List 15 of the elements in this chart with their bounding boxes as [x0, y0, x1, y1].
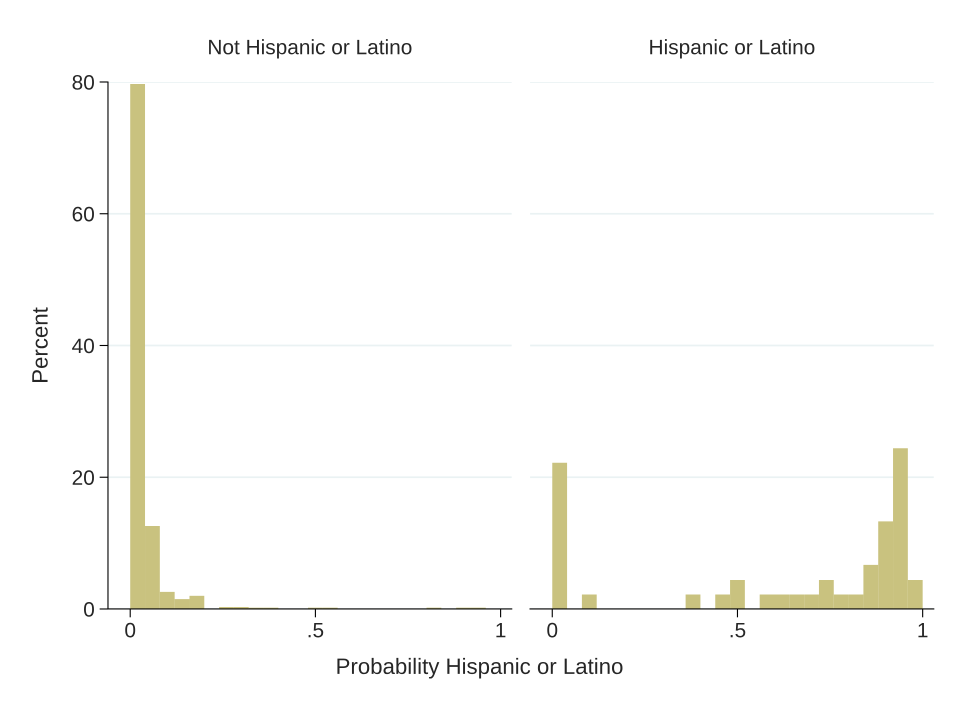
x-axis-title: Probability Hispanic or Latino [337, 658, 622, 679]
y-tick-label: 80 [72, 74, 94, 90]
y-tick-label: 20 [72, 470, 94, 485]
x-tick-label: 1 [918, 622, 928, 638]
chart-title: Hispanic or Latino [650, 39, 814, 59]
x-tick-label: 0 [547, 622, 558, 638]
x-tick-label: 1 [496, 622, 506, 638]
y-axis-title: Percent [32, 307, 48, 382]
y-tick-label: 40 [72, 338, 94, 354]
y-tick-label: 60 [72, 206, 94, 222]
chart-title: Not Hispanic or Latino [209, 39, 412, 59]
y-tick-label: 0 [84, 602, 94, 617]
x-tick-label: .5 [730, 622, 746, 638]
x-tick-label: .5 [308, 622, 324, 638]
x-tick-label: 0 [125, 622, 136, 638]
